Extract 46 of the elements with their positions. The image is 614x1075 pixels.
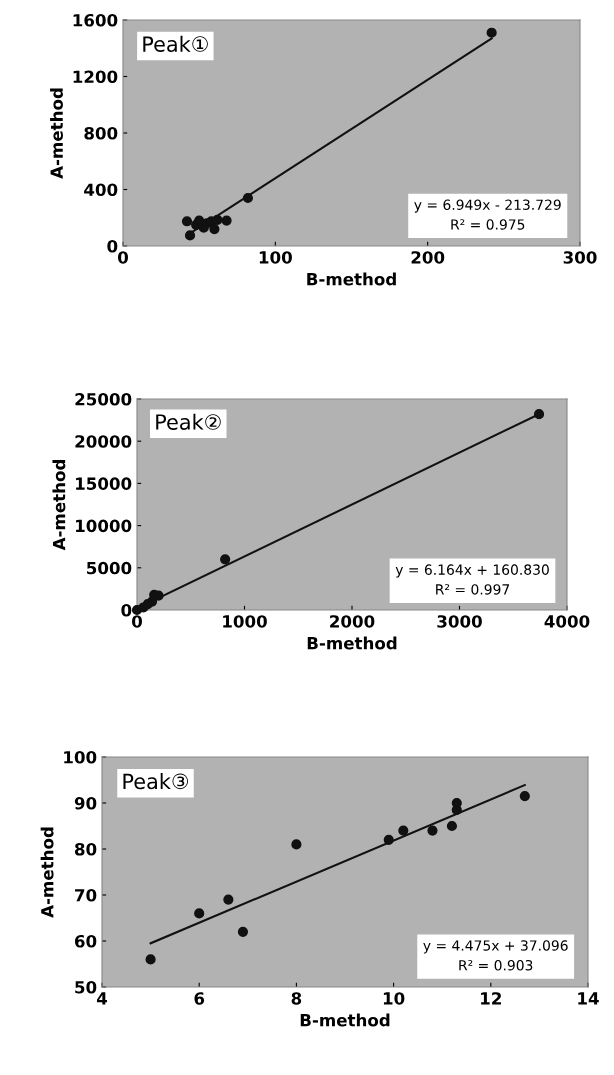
- text: Peak③: [123, 773, 189, 790]
- x-axis-title: B-method: [307, 272, 396, 286]
- x-tick-label: 6: [194, 992, 205, 1005]
- y-tick-label: 1600: [73, 13, 118, 27]
- y-tick-label: 0: [121, 603, 132, 617]
- y-axis-title: A-method: [50, 88, 63, 179]
- y-tick-label: 1200: [73, 70, 118, 84]
- x-axis-title: B-method: [300, 1013, 390, 1027]
- y-tick-label: 10000: [76, 519, 132, 533]
- y-tick-label: 60: [74, 934, 97, 948]
- y-tick-label: 0: [107, 239, 118, 253]
- x-tick-label: 14: [578, 992, 599, 1005]
- x-axis-title: B-method: [307, 636, 397, 650]
- annotation: y = 6.949x - 213.729: [414, 199, 561, 213]
- annotation: R² = 0.975: [451, 219, 525, 230]
- x-tick-label: 3000: [437, 615, 482, 628]
- y-tick-label: 70: [75, 888, 97, 902]
- x-tick-label: 4000: [544, 615, 590, 628]
- x-tick-label: 4: [96, 992, 108, 1005]
- x-tick-label: 100: [259, 251, 292, 264]
- x-tick-label: 0: [132, 615, 142, 628]
- y-tick-label: 800: [84, 126, 118, 140]
- x-tick-label: 1000: [223, 615, 267, 628]
- y-tick-label: 5000: [87, 561, 132, 575]
- x-tick-label: 200: [411, 251, 445, 264]
- x-tick-label: 300: [563, 251, 597, 264]
- annotation: y = 4.475x + 37.096: [423, 940, 568, 954]
- y-tick-label: 50: [75, 980, 97, 994]
- x-tick-label: 10: [383, 992, 405, 1005]
- y-tick-label: 20000: [75, 435, 132, 448]
- annotation: R² = 0.997: [436, 584, 510, 595]
- x-tick-label: 12: [481, 992, 501, 1005]
- y-tick-label: 400: [84, 183, 118, 197]
- y-tick-label: 80: [74, 842, 97, 856]
- y-tick-label: 25000: [75, 392, 132, 406]
- y-axis-title: A-method: [52, 460, 66, 551]
- text: Peak②: [156, 413, 221, 430]
- x-tick-label: 8: [291, 992, 302, 1005]
- y-tick-label: 90: [74, 796, 97, 810]
- annotation: R² = 0.903: [459, 960, 533, 971]
- x-tick-label: 2000: [330, 615, 375, 628]
- text: Peak①: [143, 35, 208, 52]
- annotation: y = 6.164x + 160.830: [395, 564, 549, 578]
- y-tick-label: 100: [64, 750, 97, 764]
- y-axis-title: A-method: [40, 827, 54, 918]
- y-tick-label: 15000: [76, 477, 132, 490]
